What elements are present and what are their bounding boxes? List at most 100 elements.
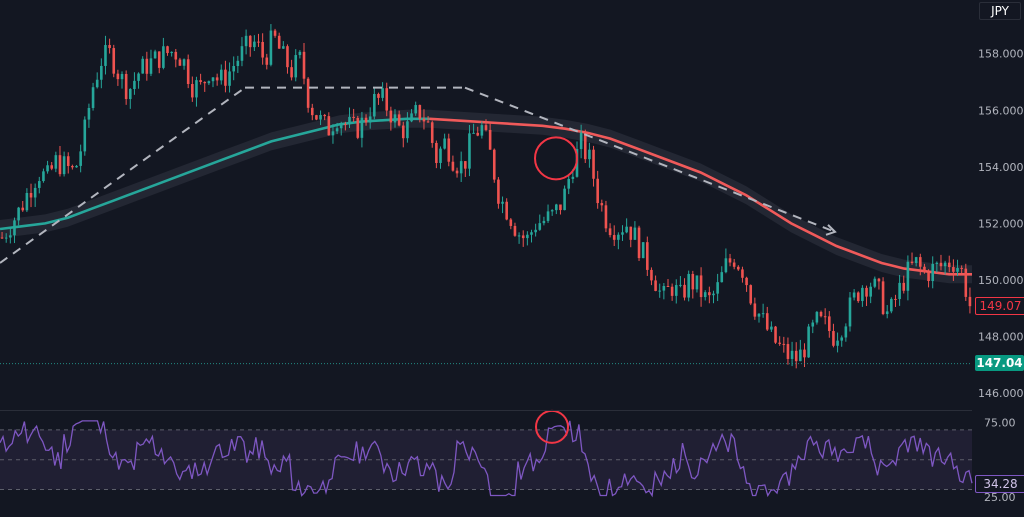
- rsi-tick-label: 75.00: [984, 416, 1016, 429]
- candle-body: [749, 285, 753, 304]
- candle-body: [815, 311, 819, 323]
- candle-body: [881, 281, 885, 315]
- candle-body: [389, 110, 393, 123]
- price-axis[interactable]: 158.000 156.000 154.000 152.000 150.000 148.0…: [0, 48, 1024, 504]
- candle-body: [141, 58, 144, 74]
- candle-body: [377, 93, 380, 98]
- candle-body: [406, 121, 409, 139]
- candle-body: [373, 93, 376, 117]
- rsi-panel: [0, 409, 973, 498]
- candle-body: [455, 170, 459, 174]
- candle-body: [116, 73, 120, 80]
- ma-band: [0, 109, 972, 284]
- candle-body: [968, 296, 972, 307]
- candle-body: [902, 282, 906, 291]
- candle-body: [468, 133, 471, 169]
- candle-body: [186, 59, 190, 85]
- candle-body: [4, 237, 8, 239]
- candle-body: [401, 125, 405, 139]
- candle-body: [54, 155, 58, 169]
- candle-body: [828, 316, 831, 332]
- candle-body: [335, 128, 339, 132]
- candle-body: [306, 78, 310, 108]
- candle-body: [757, 313, 761, 317]
- candle-body: [145, 58, 149, 74]
- candle-body: [592, 149, 595, 179]
- price-highlight-layer: [534, 136, 578, 181]
- candle-body: [430, 122, 434, 143]
- candle-body: [914, 257, 918, 264]
- candle-body: [865, 287, 868, 297]
- candle-body: [83, 119, 87, 152]
- candle-body: [414, 105, 417, 114]
- candle-body: [182, 59, 186, 66]
- candle-body: [823, 316, 827, 318]
- candle-body: [947, 262, 951, 268]
- candle-body: [612, 235, 616, 240]
- candle-body: [505, 201, 508, 220]
- candle-body: [571, 176, 575, 179]
- candle-body: [315, 115, 318, 120]
- candle-body: [964, 268, 968, 297]
- candle-body: [91, 87, 95, 108]
- candle-body: [617, 234, 620, 240]
- candle-body: [112, 48, 116, 74]
- candle-body: [608, 228, 612, 236]
- candle-body: [852, 292, 856, 298]
- candle-body: [799, 349, 802, 362]
- candle-body: [794, 350, 798, 362]
- candle-body: [960, 267, 963, 269]
- price-tick-label: 150.000: [978, 274, 1024, 287]
- candle-body: [66, 156, 70, 166]
- candles-layer: [0, 24, 972, 369]
- candle-body: [741, 269, 744, 278]
- candle-body: [447, 138, 451, 162]
- candle-body: [803, 349, 806, 358]
- candle-body: [13, 220, 16, 236]
- candle-body: [836, 340, 839, 346]
- trend-line: [0, 86, 246, 264]
- candle-body: [497, 179, 500, 204]
- candle-body: [720, 272, 724, 283]
- candle-body: [625, 226, 628, 233]
- candle-body: [753, 303, 757, 317]
- candle-body: [588, 149, 591, 160]
- moving-average-falling: [429, 117, 972, 276]
- candle-body: [46, 165, 49, 172]
- candle-body: [604, 205, 608, 229]
- candle-body: [339, 124, 343, 129]
- candle-body: [253, 41, 256, 48]
- ma-band-layer: [0, 109, 972, 284]
- candle-body: [488, 129, 492, 150]
- candle-body: [687, 273, 690, 298]
- candle-body: [724, 258, 728, 273]
- candle-body: [563, 188, 566, 211]
- candle-body: [629, 226, 633, 240]
- candle-body: [956, 267, 959, 272]
- candle-body: [530, 232, 533, 235]
- candle-body: [840, 337, 844, 341]
- candle-body: [166, 46, 169, 54]
- candle-body: [435, 142, 438, 163]
- candle-body: [856, 292, 860, 302]
- candle-body: [484, 125, 488, 130]
- trend-arrow-head: [825, 224, 837, 236]
- candle-body: [761, 313, 765, 315]
- candle-body: [898, 282, 901, 300]
- candle-body: [703, 292, 707, 298]
- candle-body: [658, 290, 662, 292]
- candle-body: [737, 266, 740, 270]
- candle-body: [240, 46, 244, 61]
- candle-body: [654, 280, 657, 291]
- candle-body: [170, 51, 173, 54]
- candle-body: [443, 138, 446, 149]
- trend-lines-layer: [0, 86, 837, 264]
- currency-badge[interactable]: JPY: [979, 2, 1021, 20]
- candle-body: [861, 287, 864, 302]
- candle-body: [282, 46, 285, 49]
- candle-body: [538, 223, 542, 230]
- candle-body: [646, 242, 649, 270]
- price-tick-label: 154.000: [978, 161, 1024, 174]
